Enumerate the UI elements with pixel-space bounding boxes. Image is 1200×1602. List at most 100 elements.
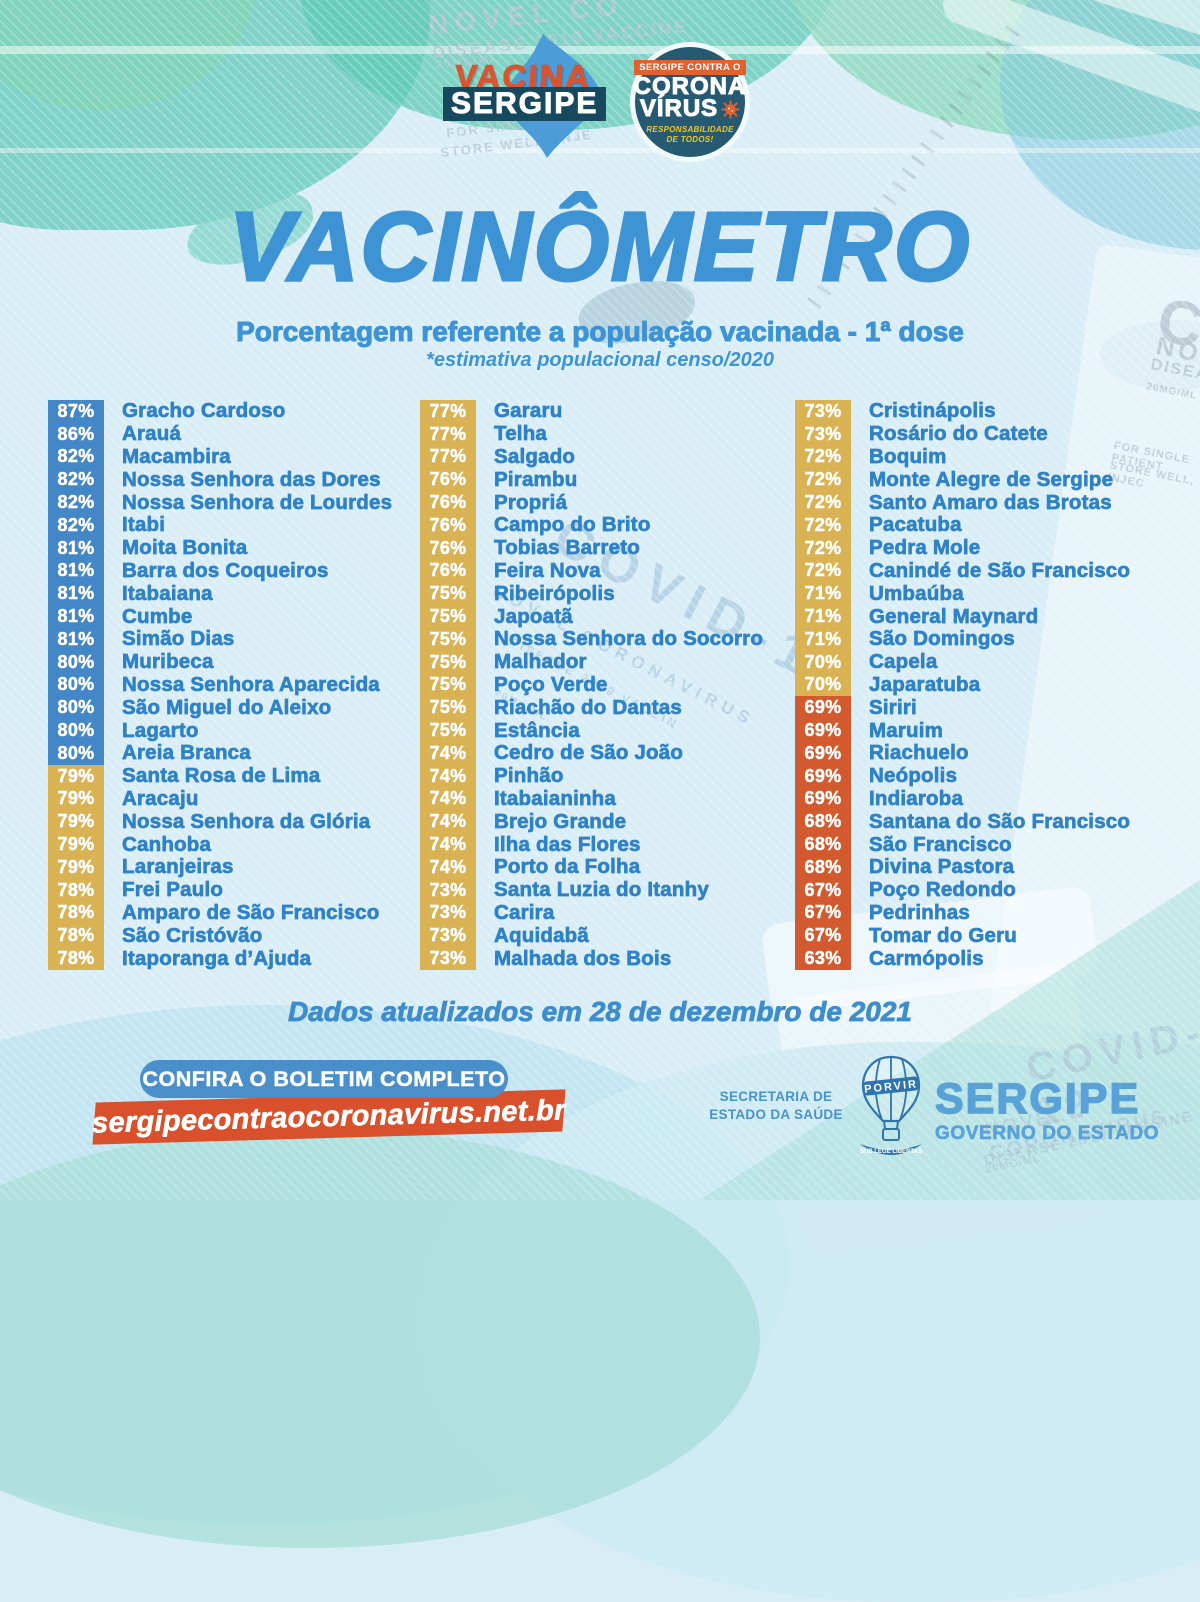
percent-badge: 72% (795, 536, 851, 560)
municipality-row: 81% Itabaiana (48, 581, 392, 606)
municipality-row: 79% Nossa Senhora da Glória (48, 809, 392, 834)
municipality-name: Poço Redondo (869, 878, 1017, 902)
municipality-name: São Francisco (869, 832, 1012, 856)
municipality-name: Boquim (869, 445, 947, 469)
municipality-name: Indiaroba (869, 786, 964, 811)
municipality-name: Cristinápolis (869, 399, 996, 423)
badge-virus-text: VÍRUS (639, 97, 740, 121)
percent-badge: 73% (795, 422, 851, 446)
municipality-row: 87% Gracho Cardoso (48, 399, 392, 423)
municipality-row: 74% Itabaianinha (420, 787, 763, 811)
percent-badge: 74% (420, 787, 476, 811)
municipality-row: 74% Cedro de São João (420, 741, 763, 765)
percent-badge: 81% (48, 536, 104, 560)
percent-badge: 79% (48, 764, 104, 788)
percent-badge: 73% (420, 878, 476, 902)
municipality-row: 69% Riachuelo (795, 741, 1130, 765)
municipality-name: Santa Luzia do Itanhy (494, 878, 709, 902)
municipality-row: 82% Itabi (48, 513, 392, 537)
municipality-row: 68% Divina Pastora (795, 855, 1130, 879)
municipality-row: 72% Boquim (795, 445, 1130, 469)
percent-badge: 80% (48, 696, 104, 720)
percent-badge: 77% (420, 445, 476, 469)
percent-badge: 76% (420, 559, 476, 583)
percent-badge: 76% (420, 491, 476, 514)
percent-badge: 67% (795, 901, 851, 925)
percent-badge: 71% (795, 605, 851, 628)
municipality-name: Siriri (869, 695, 917, 719)
municipality-name: Tobias Barreto (494, 536, 640, 560)
percent-badge: 76% (420, 513, 476, 537)
percent-badge: 80% (48, 719, 104, 742)
municipality-row: 82% Nossa Senhora de Lourdes (48, 490, 392, 514)
percent-badge: 81% (48, 627, 104, 651)
percent-badge: 79% (48, 810, 104, 834)
municipality-row: 68% Santana do São Francisco (795, 809, 1130, 834)
municipality-name: Simão Dias (122, 627, 235, 651)
percent-badge: 80% (48, 673, 104, 697)
percent-badge: 68% (795, 810, 851, 834)
municipality-row: 72% Monte Alegre de Sergipe (795, 467, 1130, 492)
municipality-row: 76% Tobias Barreto (420, 536, 763, 560)
municipality-row: 73% Rosário do Catete (795, 422, 1130, 446)
municipality-row: 76% Feira Nova (420, 559, 763, 583)
municipality-row: 75% Malhador (420, 650, 763, 674)
municipality-row: 78% Itaporanga d’Ajuda (48, 946, 392, 970)
municipality-row: 69% Indiaroba (795, 786, 1130, 811)
municipality-name: Barra dos Coqueiros (122, 558, 329, 583)
percent-badge: 74% (420, 741, 476, 765)
municipality-name: Santa Rosa de Lima (122, 764, 321, 788)
municipality-row: 79% Laranjeiras (48, 855, 392, 879)
municipality-name: Poço Verde (494, 672, 608, 697)
percent-badge: 69% (795, 787, 851, 811)
municipality-name: Porto da Folha (494, 855, 641, 879)
boletim-button[interactable]: CONFIRA O BOLETIM COMPLETO (140, 1060, 508, 1098)
municipality-name: Santo Amaro das Brotas (869, 490, 1112, 514)
municipality-name: Pedrinhas (869, 900, 970, 925)
municipality-name: Propriá (494, 490, 568, 514)
municipality-row: 73% Aquidabã (420, 923, 763, 948)
municipality-name: Tomar do Geru (869, 923, 1018, 947)
municipality-row: 67% Pedrinhas (795, 900, 1130, 925)
updated-date-text: Dados atualizados em 28 de dezembro de 2… (287, 996, 913, 1028)
municipality-column-2: 77% Gararu 77% Telha 77% Salgado 76% Pirambu 76%… (420, 399, 763, 970)
percent-badge: 72% (795, 513, 851, 537)
municipality-row: 82% Macambira (48, 445, 392, 469)
page-subtitle: Porcentagem referente a população vacina… (236, 316, 965, 348)
municipality-row: 76% Propriá (420, 490, 763, 514)
percent-badge: 75% (420, 696, 476, 720)
percent-badge: 74% (420, 810, 476, 834)
municipality-row: 80% Nossa Senhora Aparecida (48, 673, 392, 697)
teal-blob-top-right (790, 0, 1200, 140)
percent-badge: 73% (420, 901, 476, 925)
percent-badge: 79% (48, 833, 104, 856)
municipality-row: 73% Cristinápolis (795, 399, 1130, 423)
virus-icon (721, 100, 740, 119)
municipality-row: 73% Carira (420, 901, 763, 925)
percent-badge: 78% (48, 947, 104, 970)
percent-badge: 82% (48, 445, 104, 469)
municipality-name: Areia Branca (122, 741, 251, 765)
percent-badge: 80% (48, 650, 104, 674)
census-note: *estimativa populacional censo/2020 (426, 349, 774, 371)
percent-badge: 71% (795, 627, 851, 651)
percent-badge: 70% (795, 650, 851, 674)
municipality-row: 75% Riachão do Dantas (420, 695, 763, 720)
municipality-row: 74% Porto da Folha (420, 855, 763, 879)
percent-badge: 87% (48, 400, 104, 423)
municipality-row: 82% Nossa Senhora das Dores (48, 467, 392, 492)
municipality-row: 71% São Domingos (795, 627, 1130, 651)
sergipe-logo-text: SERGIPE (443, 87, 607, 121)
municipality-name: Brejo Grande (494, 809, 627, 833)
municipality-row: 70% Capela (795, 650, 1130, 674)
municipality-name: Itaporanga d’Ajuda (122, 946, 312, 970)
municipality-name: Divina Pastora (869, 855, 1015, 879)
municipality-name: Arauá (122, 422, 182, 446)
municipality-name: Muribeca (122, 650, 214, 674)
percent-badge: 69% (795, 719, 851, 742)
percent-badge: 67% (795, 878, 851, 902)
percent-badge: 80% (48, 741, 104, 765)
percent-badge: 82% (48, 491, 104, 514)
percent-badge: 81% (48, 559, 104, 583)
percent-badge: 72% (795, 559, 851, 583)
